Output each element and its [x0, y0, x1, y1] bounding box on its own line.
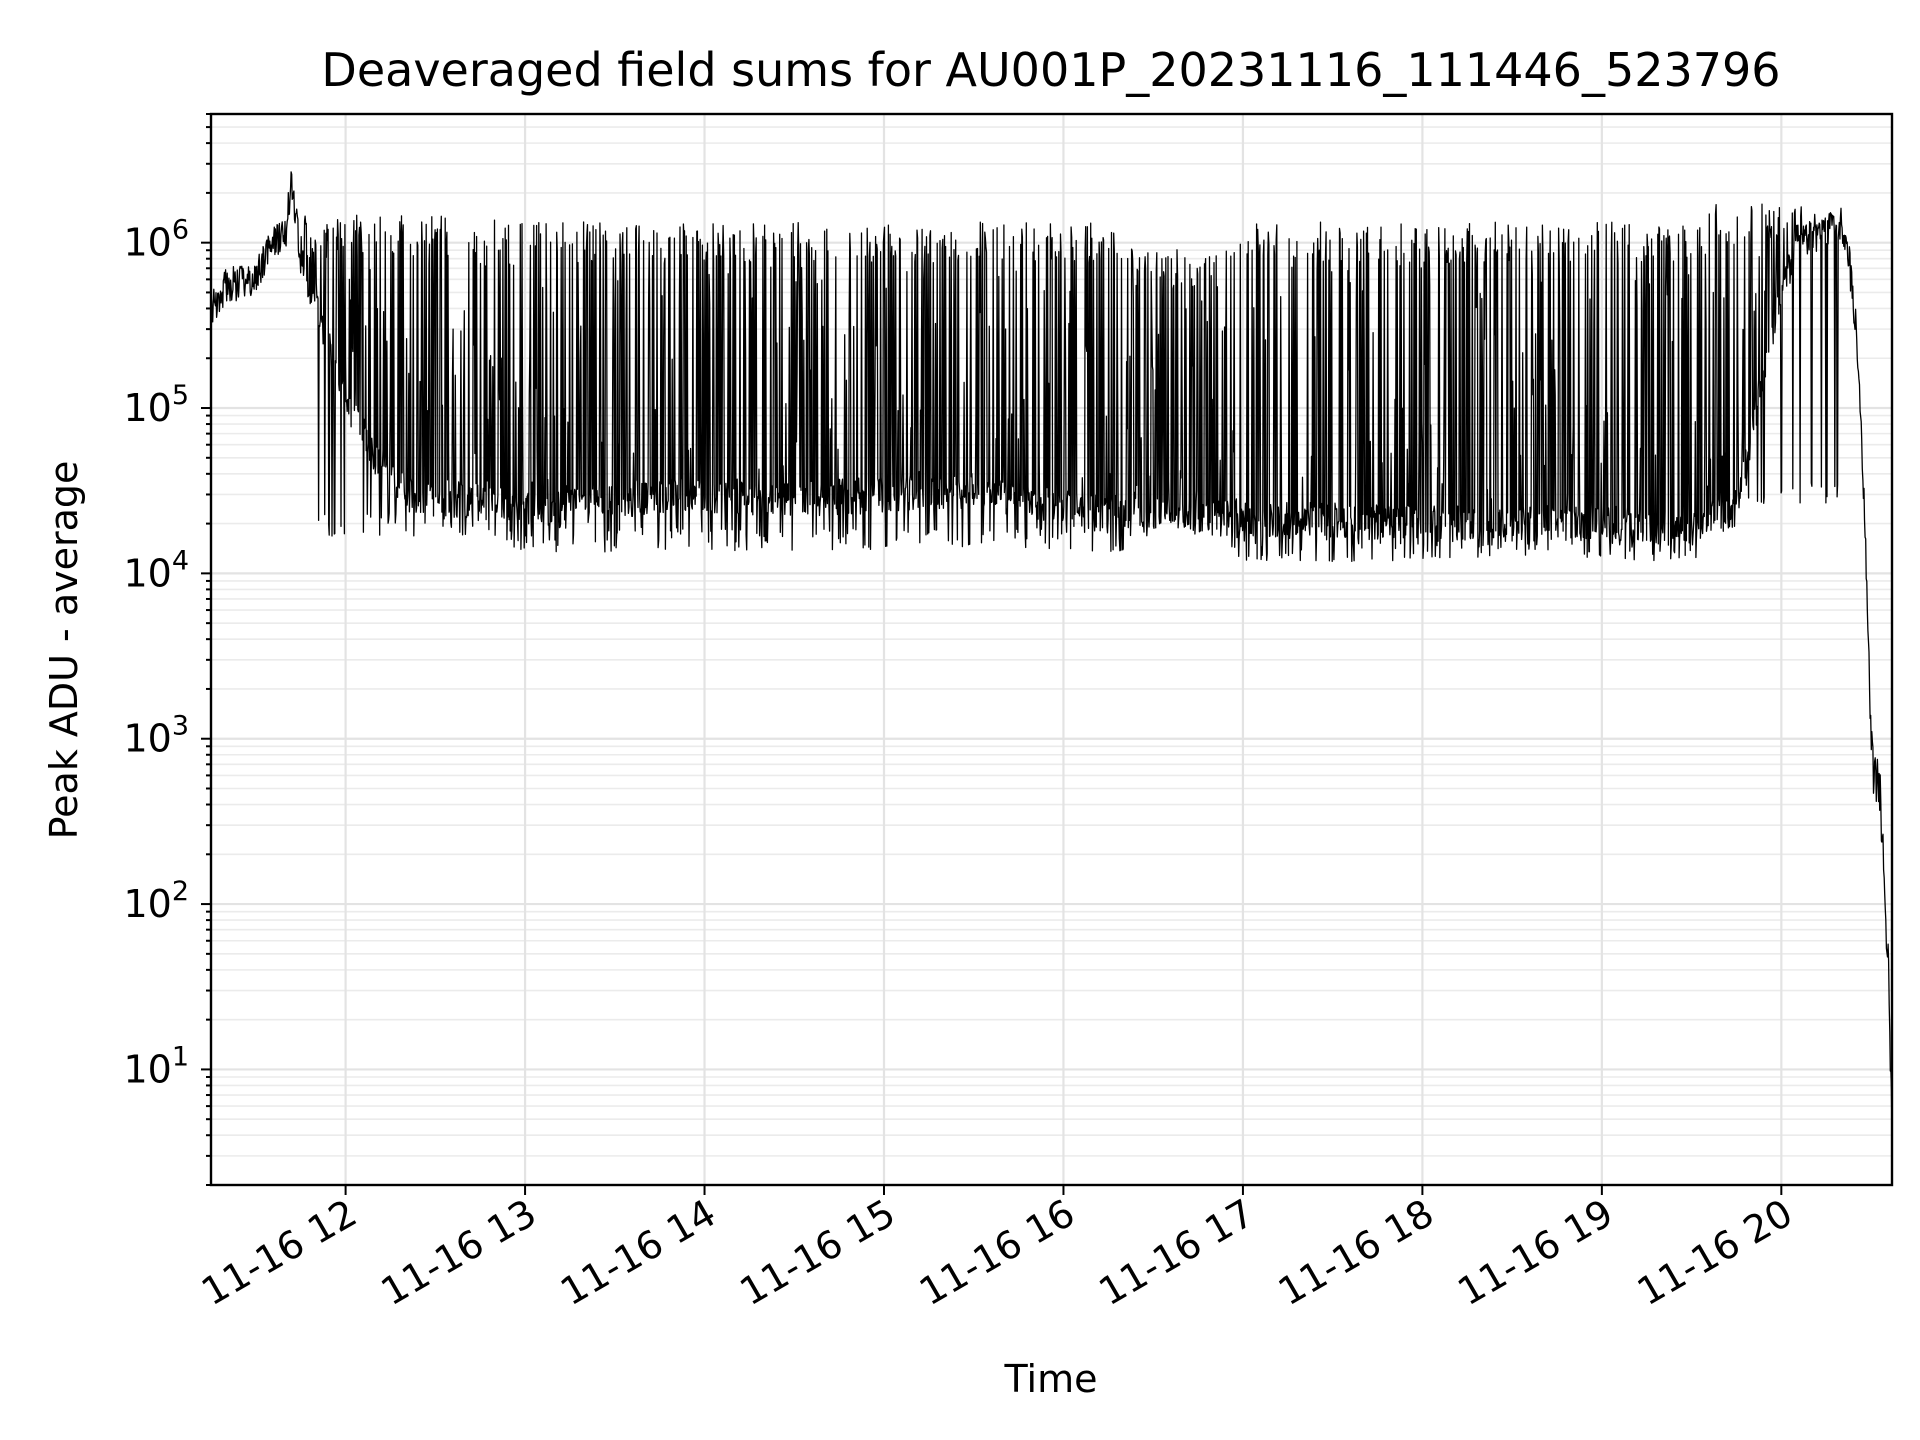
y-tick-exponent: 3: [172, 711, 189, 742]
x-axis-label: Time: [1004, 1357, 1098, 1401]
y-tick-base: 10: [123, 1047, 171, 1091]
y-tick-label: 105: [123, 380, 189, 430]
plot-frame: [209, 112, 1894, 1187]
y-tick-base: 10: [123, 221, 171, 265]
y-tick-label: 101: [123, 1041, 189, 1091]
y-tick-label: 104: [123, 545, 189, 595]
series-layer: [210, 171, 1893, 1137]
y-tick-label: 102: [123, 876, 189, 926]
y-tick-exponent: 5: [172, 380, 189, 411]
y-tick-base: 10: [123, 882, 171, 926]
y-tick-label: 103: [123, 711, 189, 761]
y-tick-exponent: 4: [172, 545, 189, 576]
y-tick-label: 106: [123, 215, 189, 265]
y-tick-base: 10: [123, 551, 171, 595]
y-tick-exponent: 6: [172, 215, 189, 246]
y-tick-exponent: 2: [172, 876, 189, 907]
y-tick-exponent: 1: [172, 1041, 189, 1072]
series-line: [210, 171, 1893, 1137]
chart-title: Deaveraged field sums for AU001P_2023111…: [321, 43, 1780, 97]
y-tick-base: 10: [123, 717, 171, 761]
y-axis-label: Peak ADU - average: [42, 461, 86, 840]
y-tick-base: 10: [123, 386, 171, 430]
